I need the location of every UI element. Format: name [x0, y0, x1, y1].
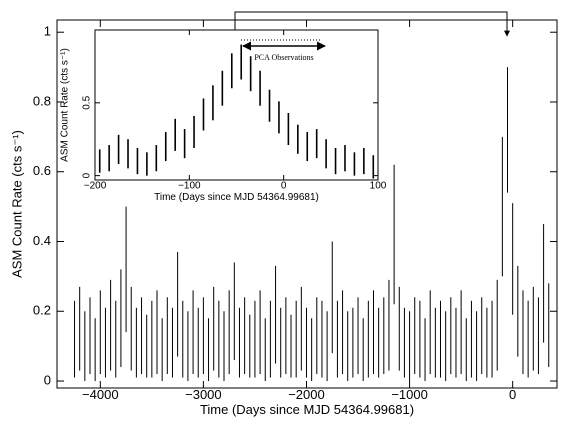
- x-axis-label: Time (Days since MJD 54364.99681): [200, 402, 414, 417]
- x-tick-label: −4000: [82, 387, 119, 402]
- x-tick-label: 0: [281, 181, 287, 192]
- x-tick-label: −200: [84, 181, 107, 192]
- x-tick-label: −1000: [391, 387, 428, 402]
- main-frame: [56, 19, 558, 389]
- x-axis-label: Time (Days since MJD 54364.99681): [154, 192, 319, 203]
- y-tick-label: 0.4: [33, 233, 51, 248]
- error-bars: [74, 67, 550, 382]
- y-tick-label: 0: [82, 172, 93, 178]
- y-tick-label: 0.5: [82, 95, 93, 109]
- x-tick-label: 100: [370, 181, 387, 192]
- x-tick-label: 0: [509, 387, 516, 402]
- y-tick-label: 0: [44, 372, 51, 387]
- y-axis-label: ASM Count Rate (cts s⁻¹): [60, 48, 71, 162]
- inset-frame: [94, 29, 379, 181]
- y-axis-label: ASM Count Rate (cts s⁻¹): [9, 130, 24, 278]
- y-tick-label: 0.2: [33, 303, 51, 318]
- error-bars: [98, 44, 375, 179]
- main-plot: −4000 −3000 −2000 −1000 000.20.40.60.81Time …: [9, 20, 557, 417]
- x-tick-label: −3000: [185, 387, 222, 402]
- y-tick-label: 0.6: [33, 163, 51, 178]
- inset-plot: −200 −100 0 100 0 0.5 Time (Days since MJD 543…: [60, 30, 387, 203]
- y-tick-label: 1: [44, 24, 51, 39]
- connector-arrow: [234, 11, 510, 37]
- annotation: PCA Observations: [254, 53, 313, 62]
- y-tick-label: 0.8: [33, 93, 51, 108]
- x-tick-label: −100: [178, 181, 201, 192]
- x-tick-label: −2000: [288, 387, 325, 402]
